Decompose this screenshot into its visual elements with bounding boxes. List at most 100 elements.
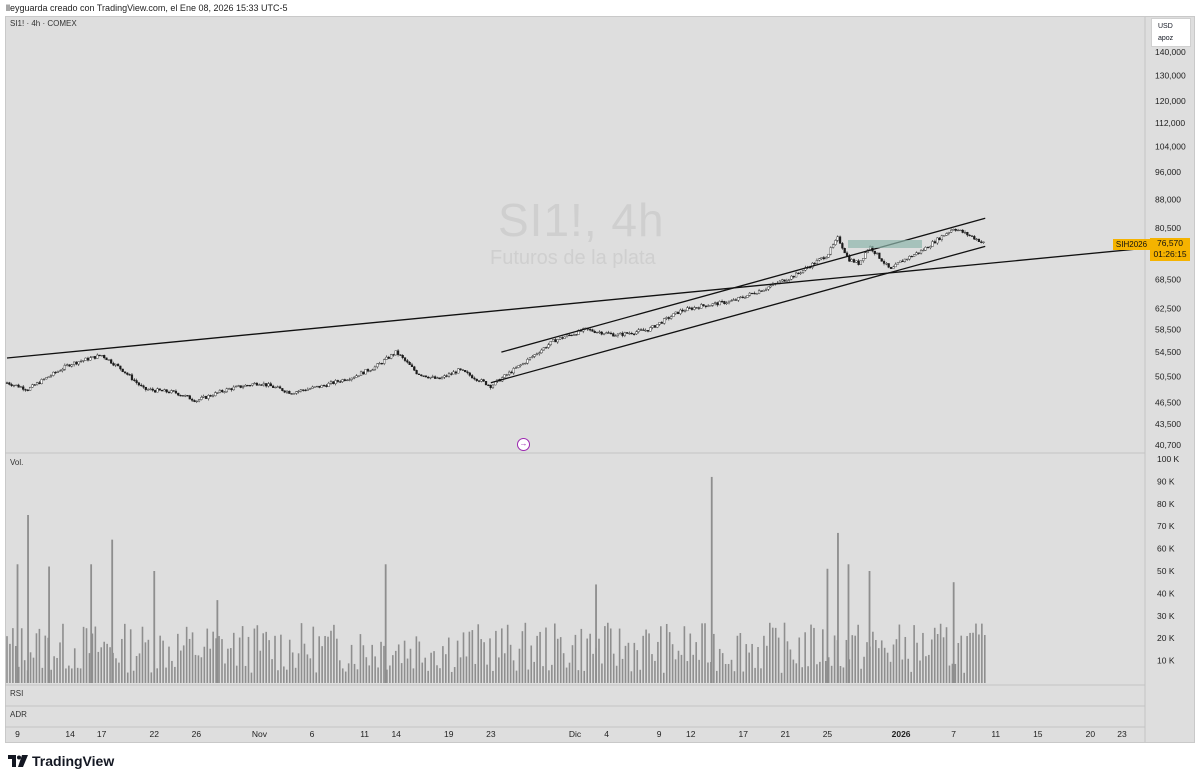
- candle: [84, 357, 87, 361]
- volume-bar: [179, 650, 182, 683]
- price-tick-label: 46,500: [1155, 398, 1181, 408]
- adr-pane-label[interactable]: ADR: [10, 710, 27, 719]
- volume-bar: [344, 671, 347, 683]
- volume-bar: [592, 653, 594, 683]
- candle: [628, 332, 631, 335]
- candle: [181, 395, 184, 397]
- candle: [336, 380, 340, 382]
- rsi-pane-label[interactable]: RSI: [10, 689, 24, 698]
- candle: [630, 332, 633, 335]
- volume-bar: [671, 644, 674, 683]
- candle: [491, 384, 495, 388]
- candle: [440, 377, 444, 380]
- candle: [670, 316, 673, 319]
- candle: [353, 377, 356, 379]
- candle: [714, 302, 717, 304]
- volume-bar: [665, 623, 668, 683]
- volume-bar: [194, 654, 197, 683]
- volume-bar: [185, 626, 188, 683]
- candle: [464, 370, 467, 373]
- volume-bar: [677, 650, 680, 683]
- volume-bar: [954, 663, 957, 683]
- candle: [197, 399, 201, 402]
- volume-bar: [62, 623, 64, 683]
- candle: [552, 339, 555, 342]
- volume-tick-label: 60 K: [1157, 544, 1175, 554]
- volume-bar: [880, 640, 883, 683]
- candle: [473, 377, 476, 380]
- volume-bar: [715, 670, 718, 683]
- volume-bar: [415, 636, 418, 683]
- candle: [343, 379, 346, 381]
- candle: [609, 332, 613, 335]
- candle: [163, 389, 166, 392]
- candle: [269, 383, 272, 387]
- volume-bar: [536, 635, 538, 683]
- candle: [977, 238, 981, 242]
- candle: [126, 372, 129, 375]
- candle: [369, 370, 372, 372]
- candle: [570, 334, 573, 337]
- candle: [695, 307, 698, 309]
- candle: [852, 259, 856, 263]
- candle: [723, 301, 726, 304]
- candle: [128, 374, 131, 376]
- candle: [401, 355, 404, 358]
- volume-tick-label: 90 K: [1157, 476, 1175, 486]
- candle: [829, 247, 832, 255]
- candle: [15, 384, 18, 386]
- candle: [512, 368, 515, 374]
- volume-bar: [359, 634, 362, 683]
- candle: [968, 234, 971, 237]
- volume-bar: [156, 668, 159, 683]
- candle: [66, 364, 69, 366]
- currency-selector[interactable]: USD apoz: [1151, 18, 1191, 47]
- candle: [385, 356, 388, 360]
- volume-bar: [259, 650, 262, 683]
- tradingview-logo[interactable]: TradingView: [8, 753, 114, 769]
- go-to-realtime-icon[interactable]: →: [517, 438, 530, 451]
- candle: [841, 243, 844, 249]
- volume-bar: [9, 643, 11, 683]
- candle: [954, 229, 957, 231]
- volume-bar: [20, 628, 23, 683]
- candle: [589, 329, 592, 331]
- candle: [154, 390, 157, 393]
- candle: [484, 381, 488, 386]
- candle: [339, 381, 342, 383]
- candle: [734, 299, 738, 301]
- candle: [200, 397, 203, 400]
- volume-bar: [436, 665, 438, 683]
- volume-bar: [527, 669, 530, 683]
- candle: [626, 332, 629, 334]
- candle: [718, 301, 721, 306]
- volume-bar: [824, 661, 827, 683]
- volume-bar: [895, 639, 898, 683]
- volume-bar: [948, 665, 951, 683]
- volume-bar: [341, 668, 344, 683]
- candle: [663, 318, 666, 324]
- volume-bar: [662, 672, 665, 683]
- candle: [688, 307, 691, 309]
- candle: [100, 355, 103, 357]
- candle: [246, 384, 249, 387]
- volume-bar: [542, 666, 544, 683]
- volume-bar: [412, 668, 415, 683]
- volume-pane-label[interactable]: Vol.: [10, 458, 24, 467]
- candle: [322, 385, 326, 387]
- volume-bar: [972, 632, 974, 683]
- candle: [461, 369, 464, 371]
- volume-bar: [636, 650, 639, 683]
- volume-bar: [607, 622, 609, 683]
- time-tick-label: 11: [991, 729, 1000, 739]
- volume-bar: [303, 643, 306, 683]
- volume-bar: [32, 657, 35, 683]
- candle: [341, 379, 344, 383]
- candle: [380, 363, 383, 365]
- volume-bar: [751, 643, 753, 683]
- volume-bar: [168, 646, 170, 683]
- volume-bar: [147, 639, 150, 683]
- candle: [443, 375, 446, 378]
- volume-bar: [692, 654, 695, 683]
